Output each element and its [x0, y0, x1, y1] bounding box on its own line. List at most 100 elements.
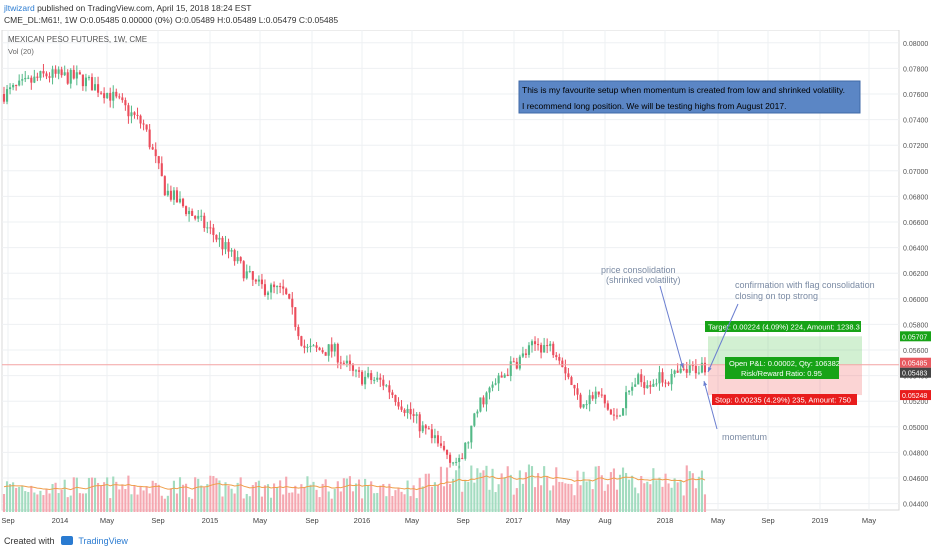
created-with-label: Created with	[4, 536, 55, 546]
volume-bar	[251, 485, 254, 512]
volume-bar	[148, 493, 151, 512]
candle	[676, 370, 679, 373]
volume-bar	[527, 464, 531, 512]
volume-bar	[582, 471, 585, 512]
volume-bar	[412, 485, 415, 512]
candle	[479, 397, 482, 412]
volume-bar	[664, 473, 667, 512]
candle	[609, 409, 612, 415]
volume-bar	[188, 497, 191, 512]
candle	[494, 383, 497, 385]
candle	[376, 377, 379, 380]
volume-bar	[588, 480, 591, 512]
x-tick-label: May	[405, 516, 419, 525]
volume-bar	[276, 487, 279, 512]
x-tick-label: Sep	[1, 516, 14, 525]
volume-bar	[48, 493, 51, 512]
candle	[212, 227, 215, 235]
candle	[640, 374, 643, 383]
candle	[48, 76, 51, 78]
candle	[200, 215, 203, 217]
candle	[461, 457, 464, 459]
candle	[36, 76, 39, 78]
candle	[57, 69, 60, 74]
volume-bar	[206, 484, 209, 512]
pnl-box-text-2: Risk/Reward Ratio: 0.95	[741, 369, 822, 378]
volume-bar	[21, 485, 24, 512]
publish-header: jltwizard published on TradingView.com, …	[0, 0, 932, 30]
volume-bar	[124, 489, 127, 512]
candle	[12, 84, 15, 88]
y-tick-label: 0.08000	[903, 41, 928, 48]
candle	[421, 425, 424, 432]
candle	[133, 112, 136, 115]
volume-bar	[5, 481, 9, 512]
volume-bar	[218, 480, 221, 512]
target-price-label: 0.05707	[902, 334, 927, 341]
candle	[30, 77, 33, 83]
volume-bar	[421, 486, 424, 512]
candle	[266, 292, 270, 295]
x-tick-label: 2019	[812, 516, 829, 525]
volume-bar	[439, 466, 443, 512]
y-tick-label: 0.05200	[903, 399, 928, 406]
y-tick-label: 0.04400	[903, 502, 928, 509]
candle	[424, 425, 427, 429]
candle	[703, 362, 707, 373]
candle	[330, 344, 333, 352]
volume-bar	[336, 481, 339, 512]
candle	[485, 392, 488, 405]
volume-bar	[373, 493, 376, 512]
y-tick-label: 0.04600	[903, 476, 928, 483]
volume-bar	[497, 484, 500, 512]
volume-bar	[640, 475, 643, 512]
candle	[606, 403, 609, 410]
candle	[318, 347, 321, 351]
candle	[458, 457, 461, 462]
candle	[109, 92, 112, 101]
candle	[385, 385, 388, 387]
candle	[406, 408, 409, 413]
candle	[403, 409, 406, 413]
volume-bar	[625, 472, 628, 512]
candle	[442, 445, 446, 450]
candle	[294, 307, 297, 327]
x-tick-label: 2018	[657, 516, 674, 525]
target-price-label-bg	[900, 331, 931, 342]
volume-bar	[649, 484, 652, 512]
candle	[591, 395, 594, 399]
candle	[130, 112, 133, 117]
momentum-label: momentum	[722, 432, 767, 442]
volume-bar	[476, 468, 479, 512]
volume-bar	[103, 482, 106, 512]
candle	[172, 190, 175, 200]
volume-bar	[600, 475, 603, 512]
candle	[518, 356, 521, 369]
tradingview-brand[interactable]: TradingView	[78, 536, 128, 546]
volume-bar	[333, 488, 336, 512]
candle	[42, 71, 45, 74]
candle	[670, 373, 673, 385]
volume-bar	[321, 483, 324, 512]
volume-bar	[643, 483, 646, 512]
volume-bar	[136, 494, 139, 512]
volume-bar	[2, 494, 6, 512]
chart-area[interactable]: 0.08000 0.07800 0.07600 0.07400 0.07200 0.070…	[0, 29, 932, 530]
author-link[interactable]: jltwizard	[4, 3, 35, 13]
price-chart[interactable]: 0.08000 0.07800 0.07600 0.07400 0.07200 0.070…	[0, 29, 932, 530]
volume-bar	[697, 476, 700, 512]
candle	[306, 346, 309, 348]
candle	[579, 394, 582, 408]
volume-bar	[418, 477, 421, 512]
volume-bar	[18, 486, 21, 512]
candle	[658, 372, 661, 384]
y-tick-label: 0.07200	[903, 143, 928, 150]
volume-bar	[133, 485, 136, 512]
candle	[2, 94, 6, 102]
volume-bars	[2, 464, 707, 512]
volume-bar	[279, 480, 282, 512]
volume-bar	[379, 485, 382, 512]
candle	[585, 404, 588, 406]
candle	[615, 415, 619, 417]
y-tick-label: 0.05000	[903, 425, 928, 432]
